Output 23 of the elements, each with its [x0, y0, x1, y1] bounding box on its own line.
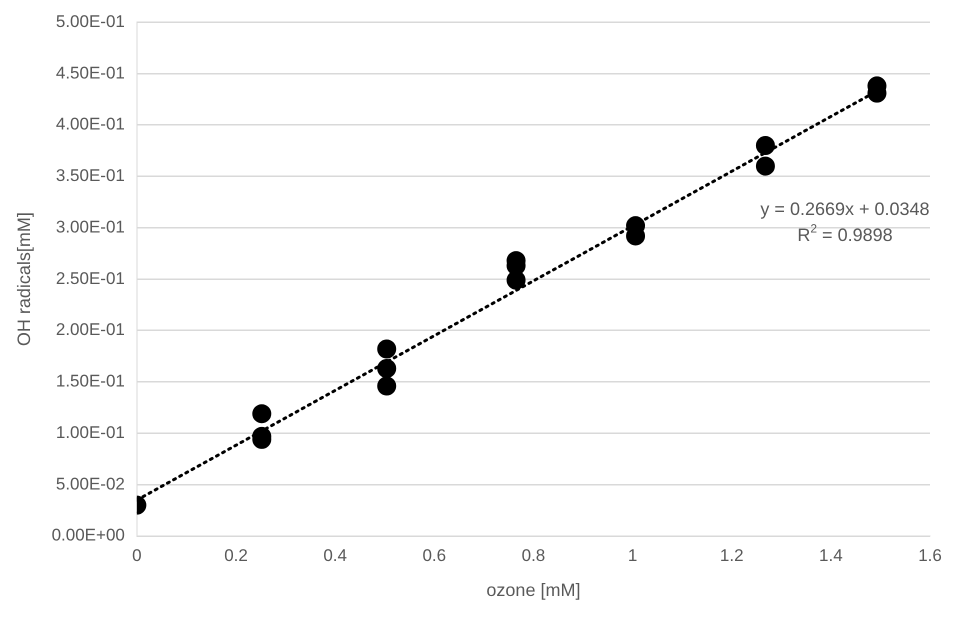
y-axis-title: OH radicals[mM]: [14, 212, 34, 346]
x-tick-label: 0.2: [224, 546, 248, 565]
x-tick-label: 1.4: [819, 546, 843, 565]
y-tick-label: 4.50E-01: [56, 63, 125, 82]
y-tick-label: 3.00E-01: [56, 217, 125, 236]
y-tick-label: 1.00E-01: [56, 422, 125, 442]
x-tick-label: 0.6: [422, 546, 446, 565]
y-tick-label: 4.00E-01: [56, 114, 125, 134]
y-tick-label: 2.00E-01: [56, 320, 125, 340]
y-tick-label: 2.50E-01: [56, 268, 125, 288]
x-axis-title: ozone [mM]: [486, 580, 580, 600]
x-tick-label: 0.4: [323, 546, 347, 565]
x-tick-label: 1.6: [918, 546, 942, 565]
y-tick-label: 1.50E-01: [56, 372, 125, 391]
y-tick-label: 0.00E+00: [52, 526, 125, 545]
x-tick-label: 0: [132, 546, 142, 565]
y-tick-label: 3.50E-01: [56, 166, 125, 186]
annotation: y = 0.2669x + 0.0348: [760, 199, 930, 220]
y-tick-label: 5.00E-01: [56, 12, 125, 31]
x-tick-label: 1: [628, 546, 638, 565]
x-tick-label: 0.8: [522, 546, 546, 565]
y-tick-label: 5.00E-02: [56, 474, 125, 494]
x-tick-label: 1.2: [720, 546, 744, 565]
